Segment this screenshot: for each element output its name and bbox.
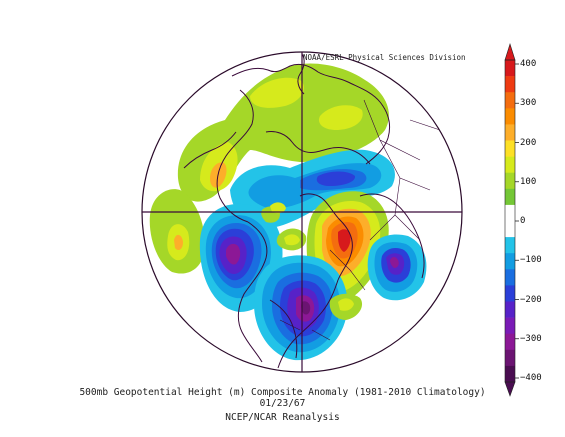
colorbar-tick-label: −100 (520, 255, 542, 266)
credit-label: NOAA/ESRL Physical Sciences Division (303, 53, 466, 62)
colorbar-tick-label: 300 (520, 98, 537, 109)
colorbar-bin (505, 301, 515, 318)
colorbar-tick-label: 200 (520, 137, 537, 148)
colorbar-bin (505, 188, 515, 206)
colorbar-bin (505, 172, 515, 190)
colorbar-bin (505, 92, 515, 109)
colorbar-arrow-top (504, 42, 516, 61)
colorbar-tick-label: −200 (520, 294, 542, 305)
colorbar-bin (505, 156, 515, 173)
colorbar-tick-label: 0 (520, 216, 526, 226)
boundaries (279, 99, 441, 341)
colorbar-bin (505, 108, 515, 125)
colorbar-bin (505, 349, 515, 367)
colorbar-tick-label: −300 (520, 333, 542, 344)
coastlines (183, 53, 425, 369)
graticule (142, 52, 462, 372)
colorbar-bin (505, 221, 515, 238)
colorbar-bin (505, 140, 515, 157)
colorbar-bin (505, 76, 515, 93)
colorbar-bin (505, 204, 515, 222)
colorbar-bin (505, 269, 515, 286)
colorbar-bin (505, 317, 515, 334)
colorbar-tick-label: −400 (520, 373, 542, 383)
colorbar-bin (505, 285, 515, 302)
caption-date: 01/23/67 (259, 398, 306, 409)
colorbar-tick-label: 400 (520, 59, 537, 69)
map-boundary (141, 51, 463, 373)
colorbar-tick-label: 100 (520, 176, 537, 187)
colorbar-bin (505, 60, 515, 77)
caption-source: NCEP/NCAR Reanalysis (225, 412, 340, 423)
colorbar-bin (505, 124, 515, 141)
colorbar-bin (505, 237, 515, 254)
colorbar-bin (505, 365, 515, 383)
colorbar (504, 42, 519, 397)
colorbar-bin (505, 333, 515, 351)
caption-title: 500mb Geopotential Height (m) Composite … (79, 387, 486, 398)
colorbar-bin (505, 253, 515, 270)
anomaly-fields (149, 53, 427, 369)
